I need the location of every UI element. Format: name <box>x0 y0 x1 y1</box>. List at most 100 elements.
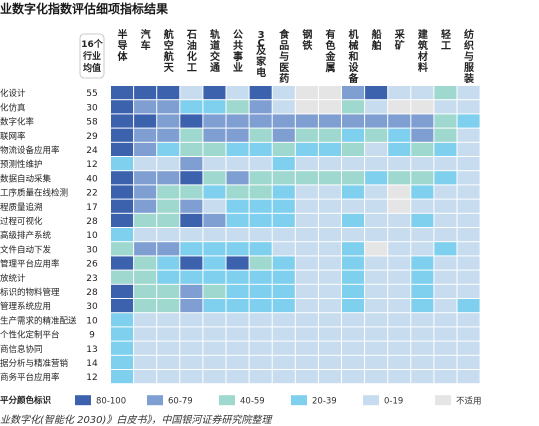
heatmap-cell <box>434 256 457 270</box>
heatmap-cell <box>457 128 480 142</box>
heatmap-cell <box>365 256 388 270</box>
heatmap-cell <box>318 355 341 369</box>
heatmap-cell <box>134 370 157 384</box>
heatmap-cell <box>434 242 457 256</box>
column-label: 3 C 及家电 <box>256 30 267 79</box>
heatmap-cell <box>134 313 157 327</box>
heatmap-cell <box>157 327 180 341</box>
heatmap-cell <box>249 86 272 100</box>
heatmap-cell <box>342 242 365 256</box>
heatmap-cell <box>226 100 249 114</box>
heatmap-cell <box>457 327 480 341</box>
heatmap-cell <box>180 114 203 128</box>
column-label: 汽车 <box>141 28 151 52</box>
heatmap-cell <box>318 185 341 199</box>
heatmap-cell <box>388 355 411 369</box>
heatmap-cell <box>342 299 365 313</box>
heatmap-cell <box>434 114 457 128</box>
heatmap-cell <box>226 128 249 142</box>
heatmap-cell <box>411 185 434 199</box>
heatmap-cell <box>203 100 226 114</box>
heatmap-cell <box>226 299 249 313</box>
legend-swatch <box>219 395 235 406</box>
heatmap-cell <box>111 355 134 369</box>
row-mean-value: 30 <box>86 302 98 312</box>
heatmap-cell <box>342 270 365 284</box>
row-label: 数据自动采集 <box>0 173 52 184</box>
row-mean-value: 30 <box>86 103 98 113</box>
heatmap-cell <box>226 327 249 341</box>
chart-title: 业数字化指数评估细项指标结果 <box>0 2 169 16</box>
heatmap-cell <box>134 228 157 242</box>
row-label: 管理平台应用率 <box>0 259 60 270</box>
heatmap-cell <box>272 100 295 114</box>
row-label: 个性化定制平台 <box>0 330 60 341</box>
heatmap-cell <box>111 86 134 100</box>
heatmap-cell <box>365 128 388 142</box>
heatmap-cell <box>180 355 203 369</box>
column-label: 机械和设备 <box>348 28 360 85</box>
heatmap-cell <box>157 270 180 284</box>
heatmap-cell <box>365 270 388 284</box>
heatmap-cell <box>411 313 434 327</box>
row-label: 生产需求的精准配送 <box>0 315 77 326</box>
heatmap-cell <box>272 114 295 128</box>
heatmap-cell <box>157 199 180 213</box>
heatmap-cell <box>434 284 457 298</box>
column-label: 轨道交通 <box>210 28 220 74</box>
heatmap-cell <box>434 341 457 355</box>
heatmap-cell <box>318 299 341 313</box>
heatmap-cell <box>411 270 434 284</box>
heatmap-cell <box>411 284 434 298</box>
row-mean-value: 14 <box>86 359 98 369</box>
heatmap-cell <box>203 256 226 270</box>
legend-title: 平分颜色标识 <box>0 395 52 406</box>
heatmap-cell <box>272 341 295 355</box>
heatmap-cell <box>180 228 203 242</box>
row-mean-value: 24 <box>86 146 98 156</box>
row-labels: 化设计化仿真数字化率联网率物流设备应用率预测性维护数据自动采集工序质量在线检测程… <box>0 88 77 383</box>
row-mean-value: 17 <box>86 203 97 213</box>
heatmap-cell <box>111 327 134 341</box>
heatmap-cell <box>365 86 388 100</box>
row-label: 物流设备应用率 <box>0 145 60 156</box>
heatmap-cell <box>434 128 457 142</box>
heatmap-cell <box>203 341 226 355</box>
row-mean-value: 22 <box>86 189 97 199</box>
heatmap-cell <box>434 157 457 171</box>
heatmap-cell <box>249 242 272 256</box>
heatmap-cell <box>272 185 295 199</box>
heatmap-cell <box>434 142 457 156</box>
heatmap-cell <box>295 185 318 199</box>
column-label: 半导体 <box>118 28 129 63</box>
heatmap-cell <box>180 157 203 171</box>
heatmap-cell <box>388 256 411 270</box>
heatmap-cell <box>180 284 203 298</box>
heatmap-cell <box>434 370 457 384</box>
heatmap-cell <box>318 128 341 142</box>
heatmap-cell <box>365 213 388 227</box>
heatmap-cell <box>365 242 388 256</box>
heatmap-cell <box>111 199 134 213</box>
heatmap-cell <box>157 355 180 369</box>
heatmap-cell <box>342 341 365 355</box>
heatmap-cell <box>180 100 203 114</box>
heatmap-cell <box>111 242 134 256</box>
heatmap-cell <box>365 114 388 128</box>
heatmap-cell <box>342 284 365 298</box>
heatmap-cell <box>295 270 318 284</box>
heatmap-cell <box>157 284 180 298</box>
column-label: 公共事业 <box>233 29 243 74</box>
heatmap-cell <box>388 313 411 327</box>
heatmap-cell <box>249 313 272 327</box>
heatmap-cell <box>134 199 157 213</box>
heatmap-cell <box>411 299 434 313</box>
heatmap-cell <box>411 171 434 185</box>
column-label: 纺织与服装 <box>463 28 475 85</box>
heatmap-cell <box>318 213 341 227</box>
row-label: 数字化率 <box>0 117 35 128</box>
heatmap-cell <box>180 142 203 156</box>
heatmap-cell <box>134 86 157 100</box>
heatmap-cell <box>249 199 272 213</box>
row-mean-value: 29 <box>86 132 98 142</box>
